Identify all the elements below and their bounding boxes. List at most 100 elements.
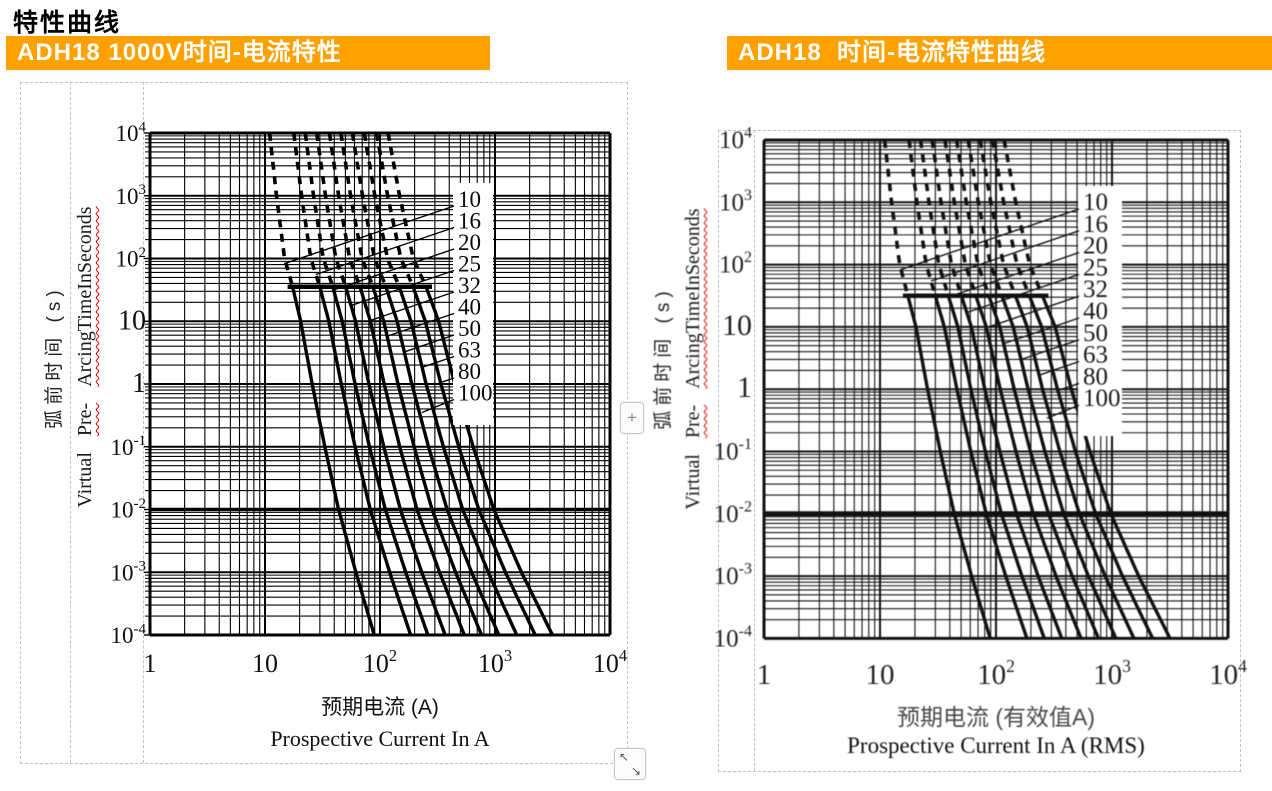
curve-label-leader: [386, 312, 455, 337]
curve-label-leader: [1038, 360, 1080, 376]
y-tick-label: 1: [737, 371, 752, 404]
y-tick-label: 10-2: [714, 498, 752, 528]
y-tick-label: 10: [722, 309, 752, 342]
curve-rating-label: 32: [458, 273, 481, 298]
curve-rating-label: 10: [458, 187, 481, 212]
curve-solid-segment: [411, 285, 537, 636]
curve-dashed-segment: [303, 132, 335, 287]
curve-label-leader: [350, 269, 455, 307]
curve-rating-label: 25: [458, 252, 481, 277]
x-tick-label: 10: [866, 659, 895, 691]
curve-label-leader: [440, 377, 455, 384]
left-chart-xlabel-en: Prospective Current In A: [270, 726, 490, 751]
ylabel-word-pre: Pre-: [74, 402, 96, 437]
chart1-header-bar: ADH18 1000V时间-电流特性: [6, 36, 490, 70]
curve-rating-label: 63: [458, 338, 481, 363]
curve-dashed-segment: [954, 139, 991, 296]
x-tick-label: 10: [252, 649, 278, 678]
resize-arrow-nw-icon: ↖: [619, 750, 630, 764]
x-tick-label: 102: [977, 656, 1015, 691]
curve-rating-label: 32: [1083, 276, 1108, 303]
x-tick-label: 103: [1093, 656, 1131, 691]
curve-solid-segment: [999, 293, 1118, 640]
curve-dashed-segment: [907, 139, 937, 295]
right-table-divider: [754, 130, 755, 771]
y-tick-label: 10-2: [111, 496, 147, 523]
curve-solid-segment: [358, 285, 466, 636]
curve-solid-segment: [986, 293, 1101, 640]
curve-dashed-segment: [386, 132, 428, 287]
curve-dashed-segment: [327, 132, 362, 287]
curve-solid-segment: [1013, 293, 1136, 640]
y-tick-label: 10: [118, 305, 146, 336]
right-table-cell-border: [718, 130, 1241, 772]
curve-label-leader: [369, 291, 455, 322]
left-chart-ylabel-zh: 弧前时间 (s): [44, 285, 65, 429]
ylabel-word-virtual: Virtual: [682, 454, 704, 510]
curve-dashed-segment: [362, 132, 401, 287]
curve-solid-segment: [1040, 293, 1172, 640]
y-tick-label: 103: [719, 187, 752, 217]
curve-rating-label: 63: [1083, 342, 1108, 369]
curve-dashed-segment: [918, 139, 950, 296]
curve-label-leader: [285, 205, 455, 264]
y-tick-label: 102: [719, 249, 752, 279]
curve-dashed-segment: [292, 132, 322, 287]
curve-solid-segment: [330, 285, 430, 636]
x-tick-label: 1: [144, 649, 157, 678]
curve-dashed-segment: [930, 139, 963, 296]
curve-solid-segment: [343, 285, 447, 636]
curve-dashed-segment: [978, 139, 1017, 296]
curve-rating-label: 16: [458, 209, 481, 234]
y-tick-label: 102: [116, 245, 147, 272]
right-chart-xlabel-zh: 预期电流 (有效值A): [896, 704, 1096, 730]
y-tick-label: 104: [719, 125, 752, 155]
left-chart[interactable]: 10162025324050638010010410310210110-110-…: [111, 119, 628, 678]
fuse-curves: [882, 139, 1172, 640]
chart2-header-bar: ADH18 时间-电流特性曲线: [727, 36, 1272, 70]
y-tick-label: 10-4: [111, 621, 147, 648]
curve-label-leader: [421, 355, 455, 369]
curve-rating-label: 80: [1083, 363, 1108, 390]
left-chart-ylabel-en: Virtual Pre- ArcingTimeInSeconds: [74, 177, 98, 537]
curve-label-leader: [315, 226, 455, 276]
curve-rating-label: 20: [1083, 233, 1108, 260]
ylabel-word-virtual: Virtual: [74, 452, 96, 508]
curve-label-leader: [1046, 404, 1080, 419]
grid: [144, 131, 612, 637]
chart1-title: ADH18 1000V时间-电流特性: [17, 39, 342, 66]
right-chart-ylabel-en: Virtual Pre- ArcingTimeInSeconds: [682, 179, 706, 539]
curve-solid-segment: [317, 285, 413, 636]
left-table-divider-1: [70, 82, 71, 763]
ylabel-word-arcing: ArcingTimeInSeconds: [74, 206, 96, 387]
curve-label-leader: [948, 251, 1080, 298]
curve-solid-segment: [1027, 293, 1155, 640]
curve-rating-label: 80: [458, 359, 481, 384]
x-tick-label: 104: [1209, 656, 1247, 691]
chart2-title: ADH18 时间-电流特性曲线: [738, 39, 1047, 66]
insert-plus-button[interactable]: +: [620, 402, 644, 434]
curve-dashed-segment: [966, 139, 1004, 296]
left-chart-xlabel-zh: 预期电流 (A): [321, 696, 439, 719]
fuse-curves: [267, 132, 555, 636]
ylabel-word-pre: Pre-: [682, 404, 704, 439]
curve-rating-label: 50: [458, 316, 481, 341]
curve-rating-label: 10: [1083, 189, 1108, 216]
x-tick-label: 103: [478, 646, 512, 678]
resize-arrow-se-icon: ↘: [630, 764, 641, 778]
y-tick-label: 1: [132, 368, 146, 399]
curve-solid-segment: [905, 294, 992, 639]
curve-label-leader: [1020, 339, 1080, 361]
curve-rating-label: 16: [1083, 211, 1108, 238]
right-chart[interactable]: 10162025324050638010010410310210110-110-…: [714, 125, 1247, 692]
curve-solid-segment: [384, 285, 501, 636]
resize-handle-button[interactable]: ↖ ↘: [614, 748, 646, 780]
curve-solid-segment: [946, 294, 1046, 639]
curve-label-leader: [333, 248, 455, 291]
curve-label-leader: [1057, 382, 1080, 392]
curve-dashed-segment: [882, 139, 910, 295]
page-title: 特性曲线: [13, 9, 122, 37]
curve-solid-segment: [397, 285, 519, 636]
grid: [762, 138, 1230, 640]
